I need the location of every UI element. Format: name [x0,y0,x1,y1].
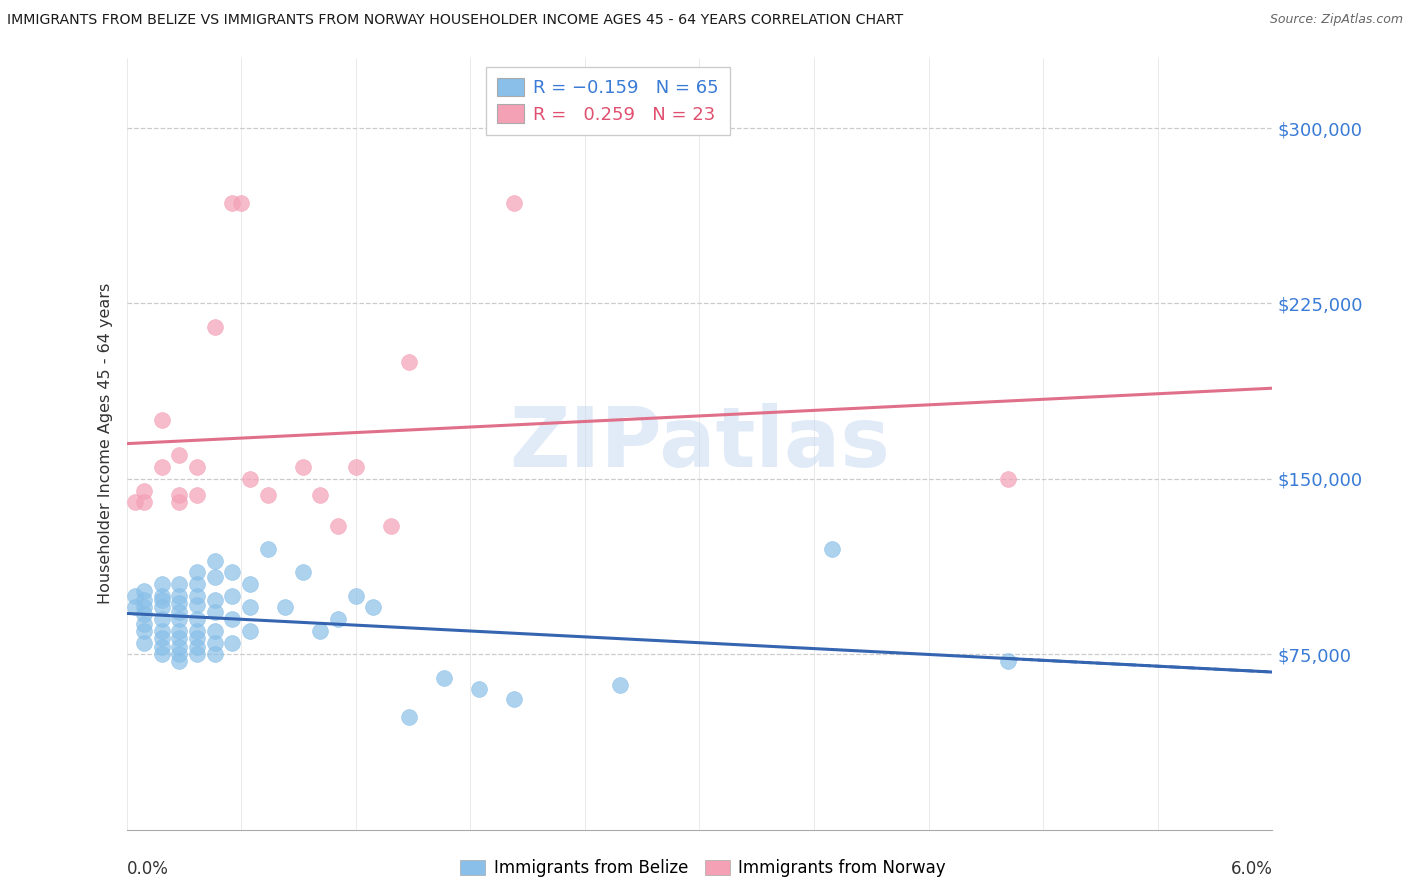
Point [380,518,402,533]
Point [169,596,191,610]
Legend: R = −0.159   N = 65, R =   0.259   N = 23: R = −0.159 N = 65, R = 0.259 N = 23 [486,67,730,135]
Point [134,483,156,498]
Point [204,647,226,661]
Text: Source: ZipAtlas.com: Source: ZipAtlas.com [1270,13,1403,27]
Point [221,589,243,603]
Point [186,624,208,638]
Point [204,605,226,619]
Point [821,541,844,556]
Point [186,640,208,655]
Text: 0.0%: 0.0% [127,860,169,878]
Point [150,413,173,427]
Point [124,495,146,509]
Point [997,654,1019,668]
Point [256,541,278,556]
Point [150,647,173,661]
Point [204,554,226,568]
Point [503,196,526,211]
Point [169,449,191,463]
Point [150,640,173,655]
Point [291,460,314,475]
Point [229,196,253,211]
Point [150,589,173,603]
Point [204,570,226,584]
Point [186,647,208,661]
Point [363,600,385,615]
Point [186,460,208,475]
Point [134,616,156,631]
Point [398,710,420,724]
Point [256,488,278,502]
Y-axis label: Householder Income Ages 45 - 64 years: Householder Income Ages 45 - 64 years [98,283,114,605]
Point [204,635,226,649]
Point [468,682,491,697]
Text: IMMIGRANTS FROM BELIZE VS IMMIGRANTS FROM NORWAY HOUSEHOLDER INCOME AGES 45 - 64: IMMIGRANTS FROM BELIZE VS IMMIGRANTS FRO… [7,13,903,28]
Point [169,654,191,668]
Point [150,577,173,591]
Point [503,691,526,706]
Point [169,612,191,626]
Point [150,460,173,475]
Text: 6.0%: 6.0% [1230,860,1272,878]
Point [309,488,332,502]
Point [186,577,208,591]
Point [169,605,191,619]
Point [274,600,297,615]
Point [134,624,156,638]
Point [124,600,146,615]
Point [221,612,243,626]
Point [239,600,262,615]
Legend: Immigrants from Belize, Immigrants from Norway: Immigrants from Belize, Immigrants from … [454,853,952,884]
Point [186,566,208,580]
Point [186,631,208,645]
Point [204,319,226,334]
Point [169,647,191,661]
Point [326,518,349,533]
Point [134,635,156,649]
Point [186,612,208,626]
Point [609,677,631,691]
Point [169,640,191,655]
Point [134,600,156,615]
Point [134,495,156,509]
Point [150,631,173,645]
Point [204,593,226,607]
Point [169,488,191,502]
Point [186,589,208,603]
Point [239,624,262,638]
Point [150,600,173,615]
Point [150,612,173,626]
Point [134,607,156,622]
Point [344,589,367,603]
Point [169,589,191,603]
Point [124,589,146,603]
Point [291,566,314,580]
Point [134,593,156,607]
Point [239,577,262,591]
Point [134,584,156,599]
Point [150,624,173,638]
Point [169,624,191,638]
Text: ZIPatlas: ZIPatlas [509,403,890,484]
Point [433,671,456,685]
Point [169,495,191,509]
Point [398,355,420,369]
Point [221,196,243,211]
Point [150,593,173,607]
Point [221,566,243,580]
Point [169,631,191,645]
Point [997,472,1019,486]
Point [186,488,208,502]
Point [239,472,262,486]
Point [344,460,367,475]
Point [309,624,332,638]
Point [326,612,349,626]
Point [204,624,226,638]
Point [169,577,191,591]
Point [186,598,208,612]
Point [221,635,243,649]
